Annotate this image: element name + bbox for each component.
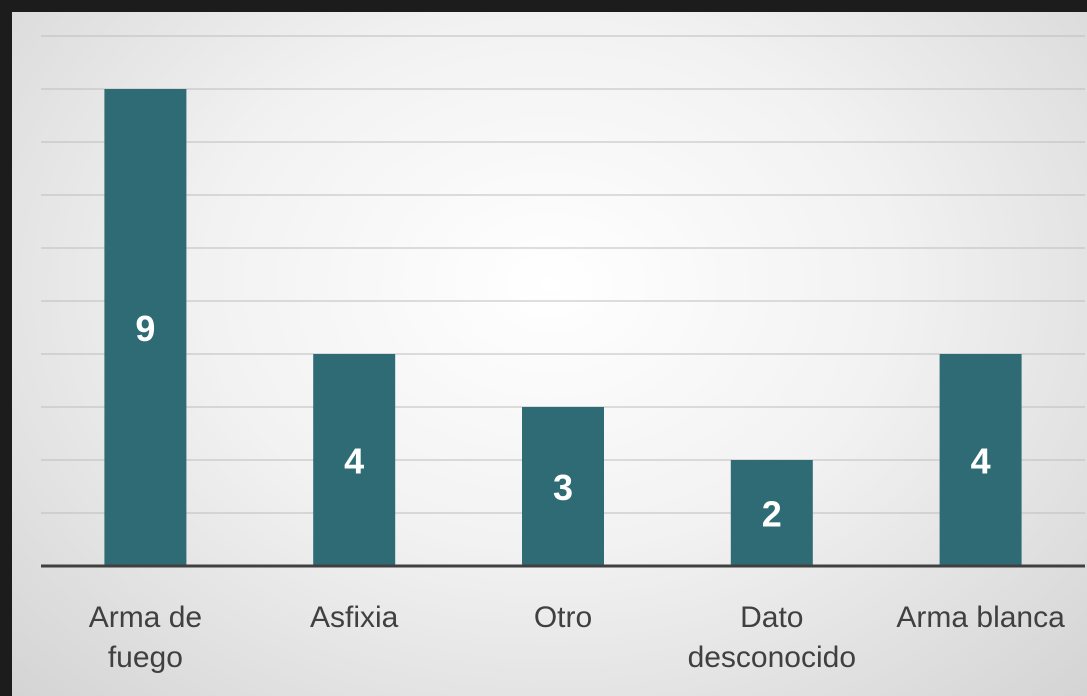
bar <box>730 460 813 566</box>
x-tick-label: Asfixia <box>310 601 399 634</box>
bar <box>522 407 604 566</box>
value-label: 3 <box>553 467 573 508</box>
value-label: 4 <box>344 441 364 482</box>
x-tick-label: Arma blanca <box>896 601 1065 634</box>
x-tick-label: Dato desconocido <box>687 601 857 674</box>
bar <box>104 89 187 566</box>
x-tick-label: Otro <box>533 601 593 634</box>
bar <box>939 354 1022 566</box>
value-label: 4 <box>971 441 991 482</box>
value-label: 9 <box>135 308 155 349</box>
value-label: 2 <box>762 494 782 535</box>
bar <box>313 354 396 566</box>
x-tick-label: Arma de fuego <box>88 601 203 674</box>
